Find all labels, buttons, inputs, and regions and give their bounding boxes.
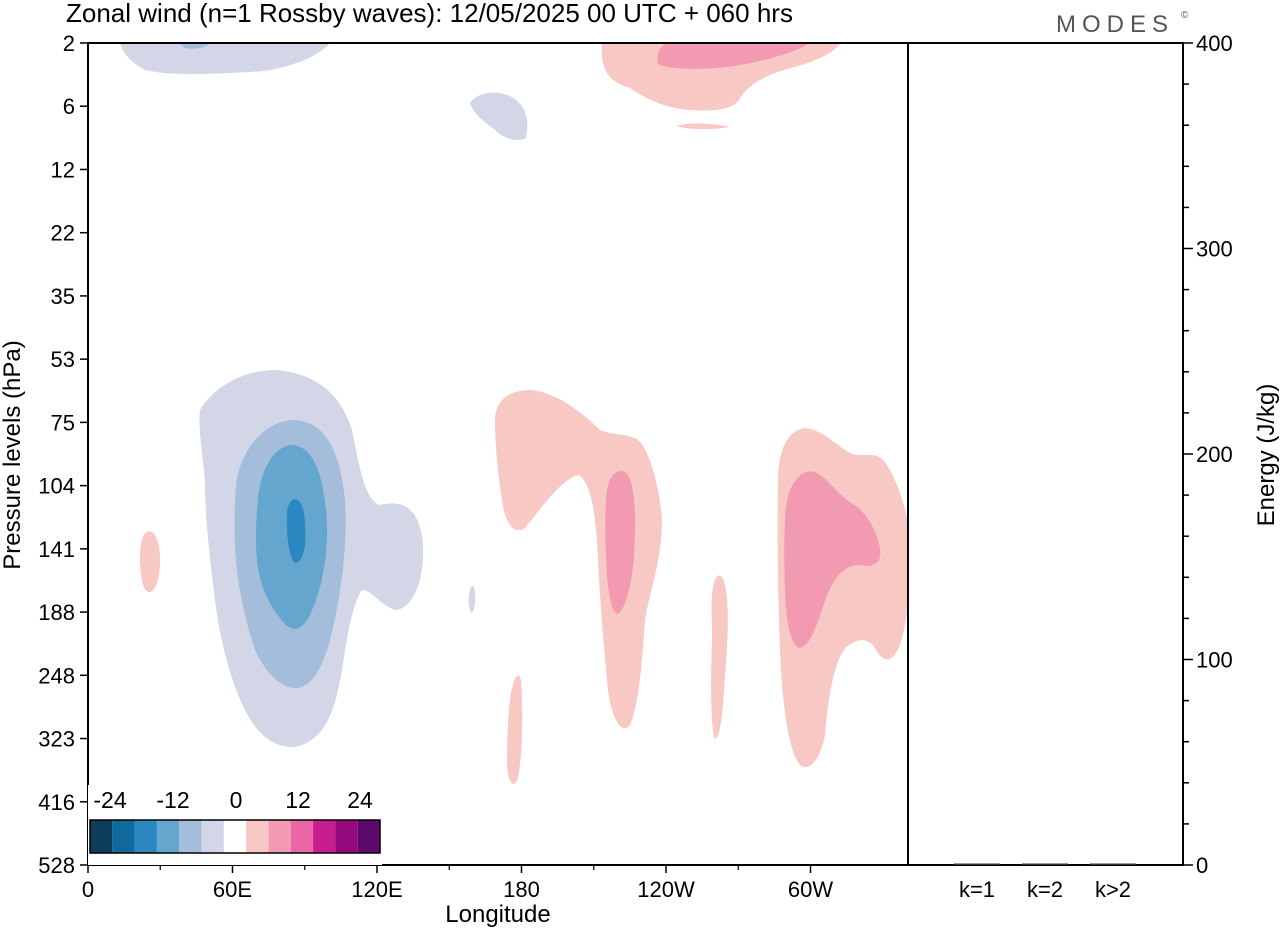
contour-positive-weak <box>711 575 728 739</box>
energy-frame <box>907 42 1184 866</box>
contour-positive-moderate <box>784 471 881 648</box>
brand-mark: © <box>1181 10 1189 21</box>
y-ticks: 2 6 12 22 35 53 75 104 141 188 248 323 416 528 <box>38 31 88 878</box>
energy-tick-label: 400 <box>1196 31 1233 56</box>
energy-bars: k=1 k=2 k>2 <box>954 863 1136 902</box>
x-tick-label: 0 <box>82 877 94 902</box>
contour-positive-moderate <box>605 471 636 614</box>
colorbar-swatch <box>134 820 157 853</box>
y-axis-title: Pressure levels (hPa) <box>0 340 26 569</box>
colorbar-swatch <box>179 820 202 853</box>
contour-negative-weak <box>468 585 476 614</box>
colorbar-swatch <box>313 820 336 853</box>
energy-ticks: 0 100 200 300 400 <box>1183 31 1233 878</box>
y-tick-label: 141 <box>38 537 75 562</box>
y-tick-label: 35 <box>51 284 75 309</box>
colorbar-swatch <box>357 820 380 853</box>
y-tick-label: 323 <box>38 727 75 752</box>
colorbar: -24 -12 0 12 24 <box>88 785 382 865</box>
y-tick-label: 22 <box>51 221 75 246</box>
contour-negative-weak <box>470 92 528 140</box>
colorbar-swatch <box>156 820 180 853</box>
energy-tick-label: 200 <box>1196 442 1233 467</box>
y-tick-label: 53 <box>51 347 75 372</box>
energy-tick-label: 300 <box>1196 237 1233 262</box>
y-tick-label: 75 <box>51 410 75 435</box>
x-tick-label: 180 <box>503 877 540 902</box>
y-tick-label: 6 <box>63 94 75 119</box>
colorbar-label: -12 <box>156 787 189 813</box>
energy-category-label: k>2 <box>1095 877 1131 902</box>
energy-category-label: k=1 <box>959 877 995 902</box>
contour-positive-weak <box>139 531 161 593</box>
x-axis-title: Longitude <box>445 901 550 928</box>
colorbar-label: 12 <box>285 787 311 813</box>
colorbar-label: 0 <box>230 787 243 813</box>
y-tick-label: 188 <box>38 600 75 625</box>
colorbar-swatch <box>268 820 291 853</box>
energy-bar <box>1022 863 1068 865</box>
y-tick-label: 12 <box>51 157 75 182</box>
y-tick-label: 104 <box>38 474 75 499</box>
energy-bar <box>1090 863 1136 865</box>
contour-positive-weak <box>507 675 523 784</box>
x-tick-label: 120E <box>351 877 402 902</box>
chart-title: Zonal wind (n=1 Rossby waves): 12/05/202… <box>66 0 793 28</box>
colorbar-swatch <box>112 820 135 853</box>
contour-negative-core <box>286 499 306 563</box>
x-tick-label: 120W <box>637 877 695 902</box>
contour-negative-weak <box>120 43 330 74</box>
colorbar-swatch <box>335 820 358 853</box>
contour-positive-moderate <box>657 43 810 69</box>
y-tick-label: 528 <box>38 853 75 878</box>
energy-axis-title: Energy (J/kg) <box>1253 384 1280 527</box>
energy-category-label: k=2 <box>1027 877 1063 902</box>
y-tick-label: 2 <box>63 31 75 56</box>
colorbar-swatch <box>90 820 113 853</box>
x-tick-label: 60W <box>788 877 833 902</box>
colorbar-swatch <box>223 820 247 853</box>
x-tick-label: 60E <box>213 877 252 902</box>
colorbar-swatch <box>246 820 269 853</box>
contour-positive-weak <box>676 123 730 130</box>
energy-tick-label: 0 <box>1196 853 1208 878</box>
colorbar-swatch <box>201 820 224 853</box>
energy-tick-label: 100 <box>1196 648 1233 673</box>
y-tick-label: 248 <box>38 663 75 688</box>
y-tick-label: 416 <box>38 790 75 815</box>
colorbar-frame <box>89 819 381 854</box>
contour-negative-moderate <box>178 43 210 49</box>
x-ticks: 0 60E 120E 180 120W 60W <box>82 865 833 902</box>
colorbar-swatch <box>290 820 314 853</box>
colorbar-label: 24 <box>347 787 373 813</box>
energy-bar <box>954 863 1000 865</box>
contour-field <box>120 43 908 784</box>
colorbar-label: -24 <box>93 787 126 813</box>
brand-logo: MODES <box>1056 11 1174 38</box>
